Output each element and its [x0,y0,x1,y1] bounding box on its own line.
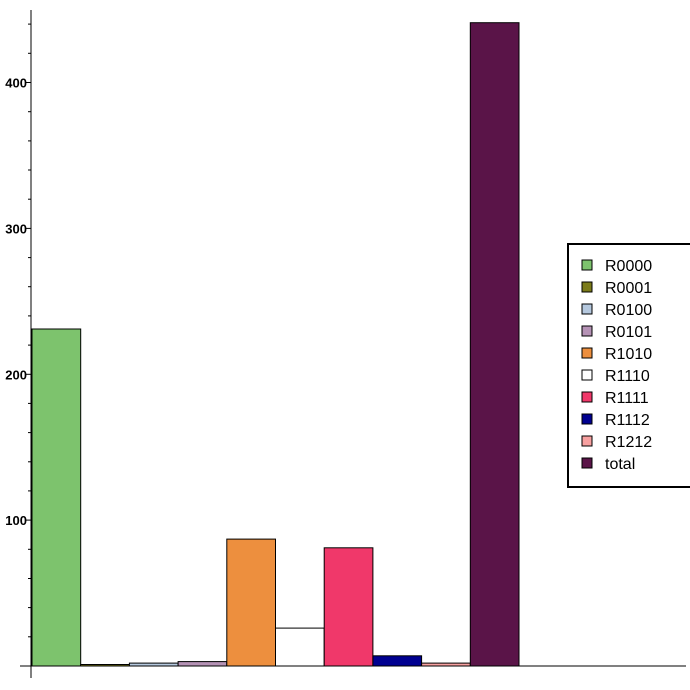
legend-label-r1110: R1110 [605,368,650,385]
legend-label-r1212: R1212 [605,434,652,451]
y-tick-label: 100 [5,513,27,528]
legend-swatch-r1010 [581,347,593,359]
legend-label-r1111: R1111 [605,390,649,407]
legend-label-r1010: R1010 [605,346,652,363]
bar-r0101 [177,661,228,667]
legend-label-r1112: R1112 [605,412,650,429]
legend-swatch-r0101 [581,325,593,337]
legend-label-total: total [605,456,635,473]
legend-swatch-total [581,457,593,469]
legend-swatch-r0000 [581,259,593,271]
bar-r0000 [31,328,82,667]
bar-r1010 [226,538,277,667]
legend-label-r0000: R0000 [605,258,652,275]
bar-r1110 [275,627,325,667]
y-tick-label: 400 [5,76,27,91]
legend-label-r0100: R0100 [605,302,652,319]
bars-group [31,22,520,667]
legend-swatch-r0100 [581,303,593,315]
legend-swatch-r1212 [581,435,593,447]
legend-swatch-r1110 [581,369,593,381]
y-tick-label: 300 [5,221,27,236]
legend-swatch-r1111 [581,391,593,403]
y-ticks-group: 100 200 300 400 [5,23,31,638]
legend-swatch-r0001 [581,281,593,293]
bar-r1111 [323,547,374,667]
bar-r1112 [372,655,423,667]
legend-label-r0101: R0101 [605,324,652,341]
bar-total [469,22,520,667]
legend-label-r0001: R0001 [605,280,652,297]
legend: R0000 R0001 R0100 R0101 R1010 R1110 R1111 R1112… [567,243,690,488]
legend-swatch-r1112 [581,413,593,425]
axes-group [20,10,686,678]
y-tick-label: 200 [5,367,27,382]
